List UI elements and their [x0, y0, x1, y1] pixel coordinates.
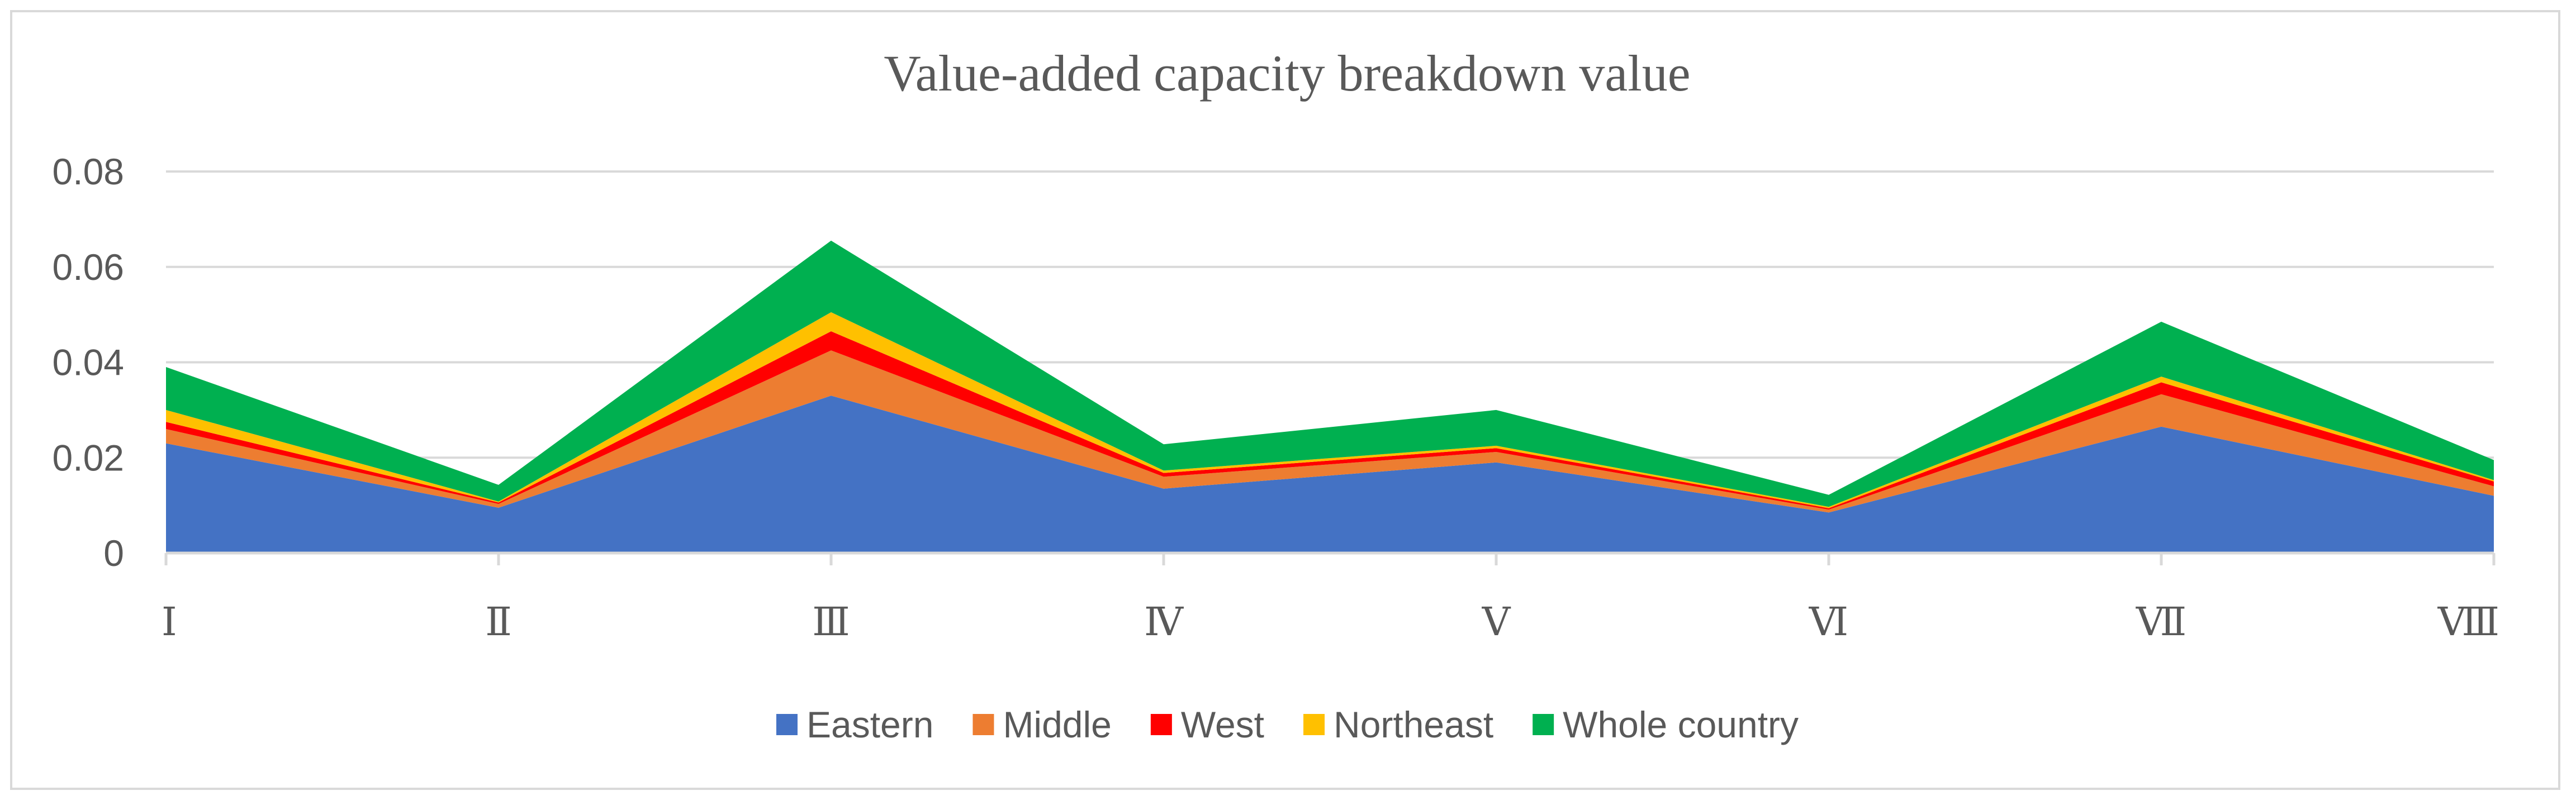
area-series-west [166, 331, 2494, 510]
x-tick-label: Ⅶ [2136, 599, 2186, 645]
legend-item-whole-country[interactable]: Whole country [1533, 704, 1799, 745]
legend-item-eastern[interactable]: Eastern [776, 704, 933, 745]
area-layer [166, 240, 2494, 553]
area-chart: Value-added capacity breakdown value Ⅰ Ⅱ Ⅲ… [53, 45, 2499, 745]
area-series-northeast [166, 312, 2494, 508]
legend-label: West [1181, 704, 1264, 745]
legend-label: Whole country [1563, 704, 1799, 745]
legend-swatch [1303, 714, 1325, 735]
legend-item-middle[interactable]: Middle [972, 704, 1112, 745]
legend-label: Northeast [1334, 704, 1493, 745]
chart-title: Value-added capacity breakdown value [884, 45, 1690, 102]
area-series-middle [166, 350, 2494, 513]
legend-swatch [1150, 714, 1172, 735]
legend-label: Middle [1003, 704, 1111, 745]
x-tick-label: Ⅰ [162, 599, 177, 645]
x-tick-label: Ⅴ [1482, 599, 1511, 645]
legend-swatch [776, 714, 798, 735]
x-tick-label: Ⅵ [1809, 599, 1848, 645]
legend-item-west[interactable]: West [1150, 704, 1264, 745]
y-tick-label: 0.06 [53, 246, 124, 288]
legend-swatch [1533, 714, 1554, 735]
area-series-eastern [166, 396, 2494, 553]
x-axis: Ⅰ Ⅱ Ⅲ Ⅳ Ⅴ Ⅵ Ⅶ Ⅷ [162, 551, 2499, 645]
y-axis: 0 0.02 0.04 0.06 0.08 [53, 151, 124, 574]
x-tick-label: Ⅳ [1144, 599, 1184, 645]
y-tick-label: 0 [103, 532, 124, 574]
area-series-whole-country [166, 240, 2494, 507]
x-tick-label: Ⅲ [812, 599, 850, 645]
legend-label: Eastern [807, 704, 933, 745]
x-tick-label: Ⅱ [485, 599, 512, 645]
y-tick-label: 0.08 [53, 151, 124, 192]
x-tick-label: Ⅷ [2437, 599, 2499, 645]
y-tick-label: 0.02 [53, 437, 124, 478]
legend: Eastern Middle West Northeast Whole country [776, 704, 1799, 745]
chart-frame: Value-added capacity breakdown value Ⅰ Ⅱ Ⅲ… [10, 10, 2560, 790]
y-tick-label: 0.04 [53, 342, 124, 383]
legend-swatch [972, 714, 994, 735]
legend-item-northeast[interactable]: Northeast [1303, 704, 1493, 745]
